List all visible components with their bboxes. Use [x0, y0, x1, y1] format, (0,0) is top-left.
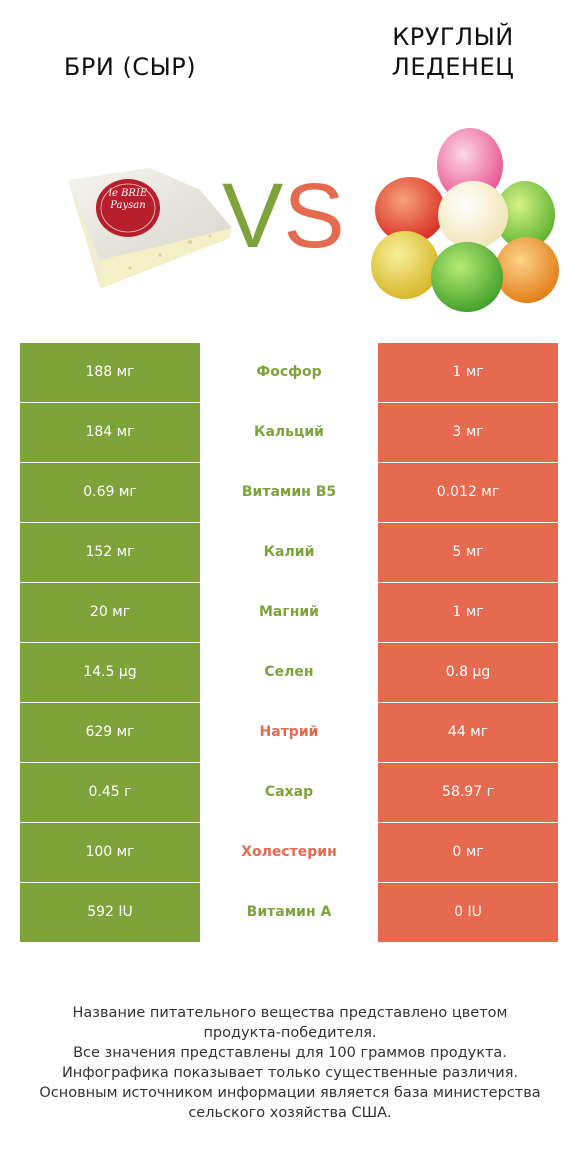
right-value-cell: 0 мг [378, 823, 558, 882]
nutrient-name-cell: Холестерин [200, 823, 378, 882]
table-row: 629 мг Натрий 44 мг [20, 703, 558, 763]
nutrient-name-cell: Витамин B5 [200, 463, 378, 522]
footer-line: продукта-победителя. [203, 1025, 377, 1041]
footer-line: Основным источником информации является … [39, 1085, 541, 1101]
footer-line: Инфографика показывает только существенн… [61, 1065, 519, 1081]
table-row: 14.5 µg Селен 0.8 µg [20, 643, 558, 703]
vs-letter-v: V [222, 165, 284, 267]
left-value-cell: 100 мг [20, 823, 200, 882]
table-row: 152 мг Калий 5 мг [20, 523, 558, 583]
left-product-title: БРИ (СЫР) [63, 53, 197, 81]
left-value-cell: 188 мг [20, 343, 200, 402]
footer-line: сельского хозяйства США. [188, 1105, 392, 1121]
nutrient-name-cell: Натрий [200, 703, 378, 762]
nutrient-name-cell: Кальций [200, 403, 378, 462]
nutrient-comparison-table: 188 мг Фосфор 1 мг 184 мг Кальций 3 мг 0.69 мг… [20, 343, 558, 943]
right-value-cell: 0.012 мг [378, 463, 558, 522]
footer-line: Все значения представлены для 100 граммо… [73, 1045, 507, 1061]
versus-label: VS [222, 170, 345, 262]
nutrient-name-cell: Витамин A [200, 883, 378, 942]
right-value-cell: 58.97 г [378, 763, 558, 822]
right-value-cell: 0 IU [378, 883, 558, 942]
right-product-title: КРУГЛЫЙ ЛЕДЕНЕЦ [391, 23, 515, 81]
table-row: 0.69 мг Витамин B5 0.012 мг [20, 463, 558, 523]
table-row: 188 мг Фосфор 1 мг [20, 343, 558, 403]
gumdrop-candy-image [371, 128, 559, 312]
left-value-cell: 0.69 мг [20, 463, 200, 522]
nutrient-name-cell: Калий [200, 523, 378, 582]
nutrient-name-cell: Магний [200, 583, 378, 642]
table-row: 20 мг Магний 1 мг [20, 583, 558, 643]
right-value-cell: 1 мг [378, 583, 558, 642]
left-value-cell: 592 IU [20, 883, 200, 942]
cheese-brand-label: le BRIE Paysan [108, 188, 148, 211]
left-value-cell: 152 мг [20, 523, 200, 582]
right-value-cell: 5 мг [378, 523, 558, 582]
nutrient-name-cell: Фосфор [200, 343, 378, 402]
left-value-cell: 20 мг [20, 583, 200, 642]
nutrient-name-cell: Сахар [200, 763, 378, 822]
left-value-cell: 0.45 г [20, 763, 200, 822]
footer-line: Название питательного вещества представл… [72, 1005, 508, 1021]
table-row: 0.45 г Сахар 58.97 г [20, 763, 558, 823]
table-row: 100 мг Холестерин 0 мг [20, 823, 558, 883]
vs-letter-s: S [283, 165, 345, 267]
table-row: 184 мг Кальций 3 мг [20, 403, 558, 463]
brie-cheese-image [68, 168, 232, 288]
right-value-cell: 0.8 µg [378, 643, 558, 702]
nutrient-name-cell: Селен [200, 643, 378, 702]
left-value-cell: 14.5 µg [20, 643, 200, 702]
left-value-cell: 184 мг [20, 403, 200, 462]
right-value-cell: 44 мг [378, 703, 558, 762]
left-value-cell: 629 мг [20, 703, 200, 762]
right-value-cell: 1 мг [378, 343, 558, 402]
footer-notes: Название питательного вещества представл… [30, 1003, 550, 1123]
right-value-cell: 3 мг [378, 403, 558, 462]
